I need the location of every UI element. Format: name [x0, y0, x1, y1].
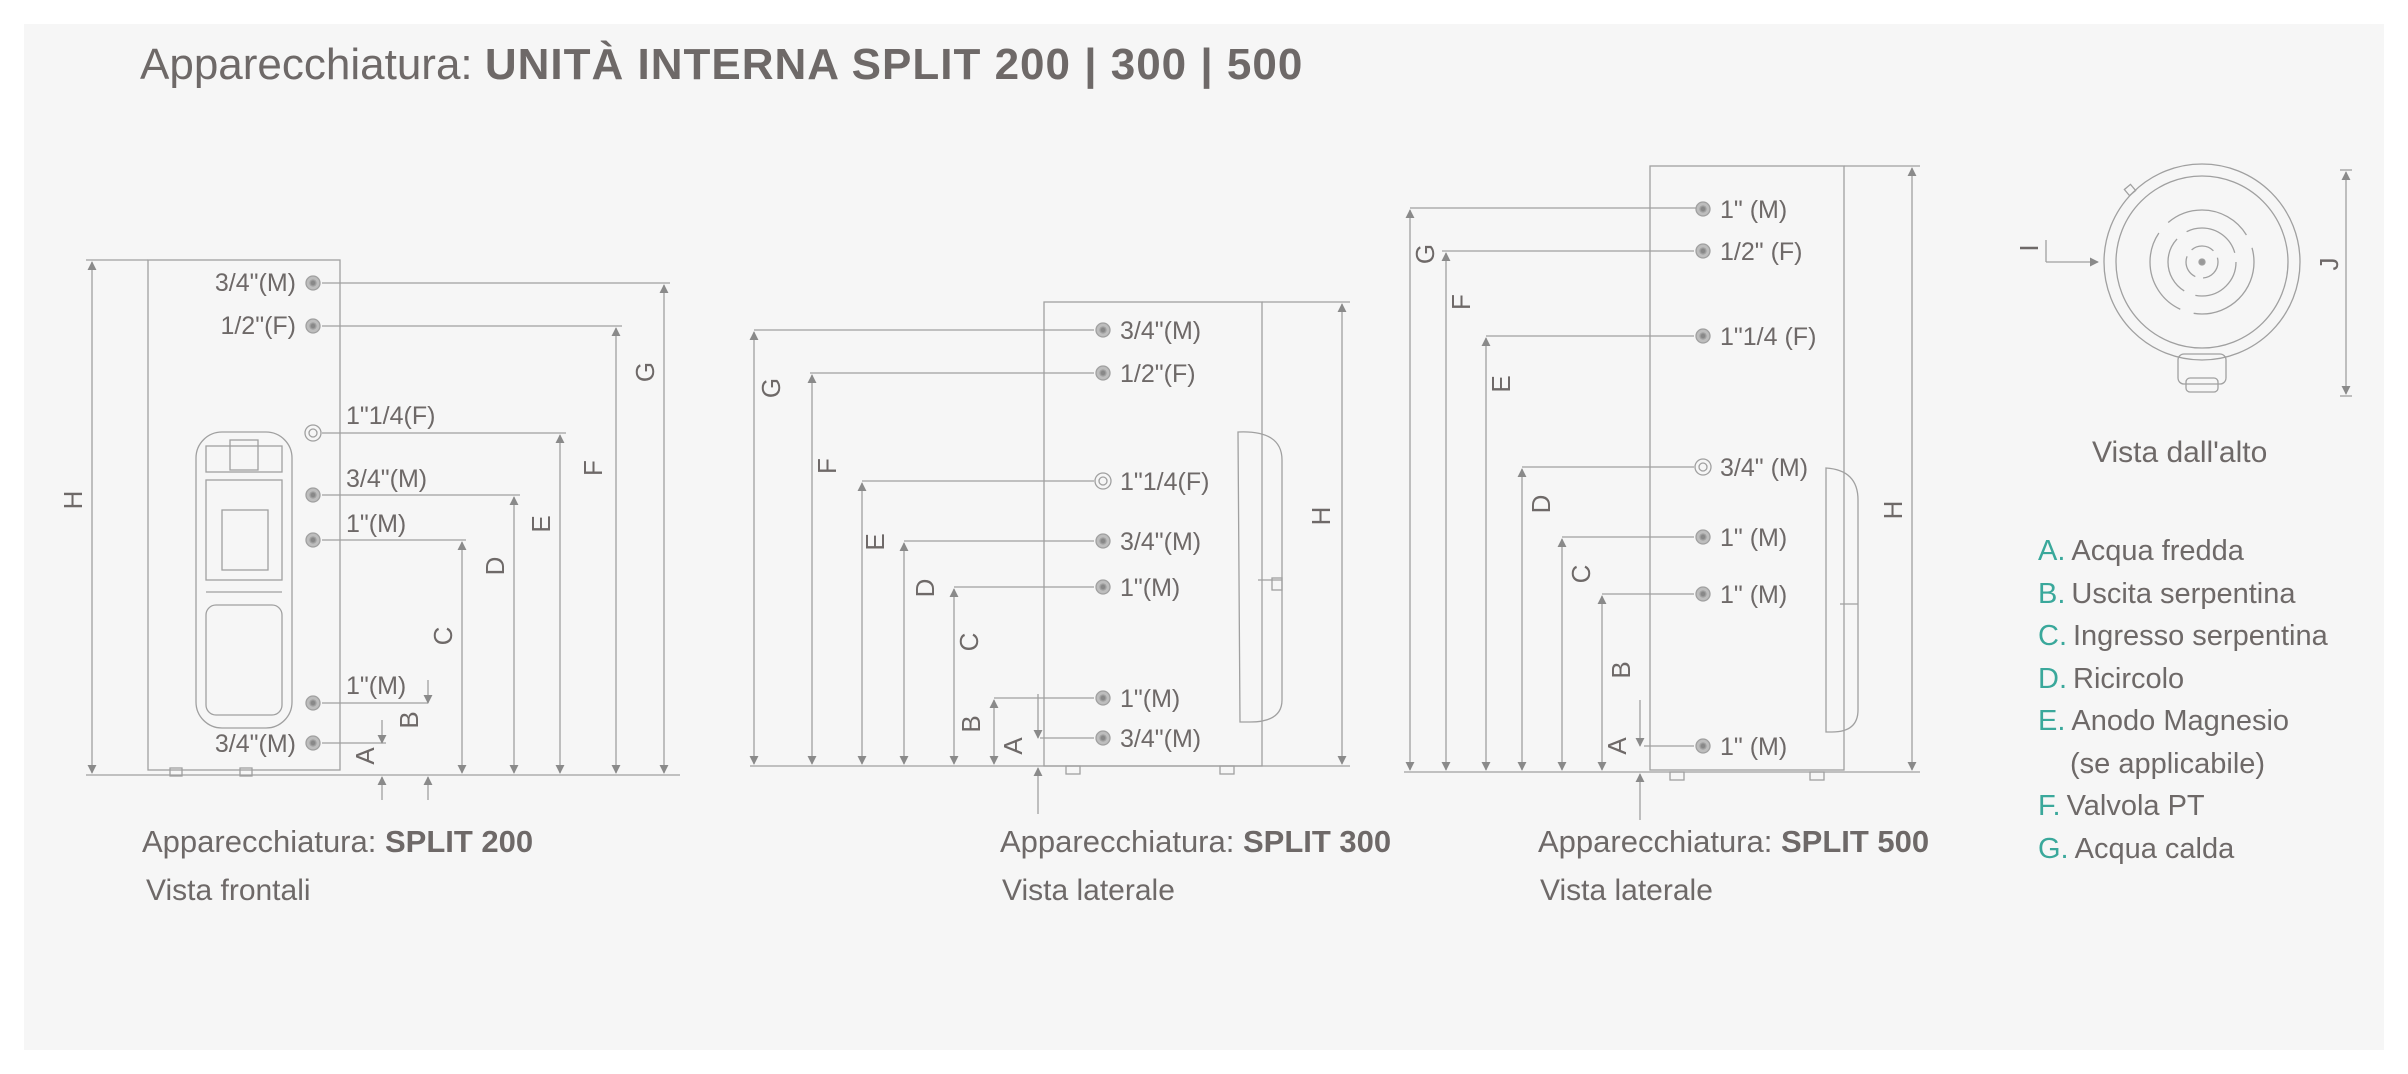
- s200-label-3: 3/4"(M): [346, 465, 427, 493]
- dim-letter-b-500: B: [1606, 661, 1636, 678]
- dim-letter-a-300: A: [998, 737, 1028, 755]
- dim-letter-g-500: G: [1410, 244, 1440, 264]
- s300-label-5: 1"(M): [1120, 685, 1180, 713]
- s500-label-1: 1/2" (F): [1720, 238, 1803, 266]
- title-prefix: Apparecchiatura:: [140, 40, 485, 89]
- split200-view: Vista frontali: [146, 874, 311, 907]
- dim-letter-e-500: E: [1486, 375, 1516, 392]
- legend-item-e-note: (se applicabile): [2038, 743, 2328, 786]
- dim-letter-d-200: D: [480, 557, 510, 576]
- split300-caption-model: SPLIT 300: [1242, 824, 1392, 859]
- split300-drawing: [749, 301, 1350, 814]
- split500-view: Vista laterale: [1540, 874, 1713, 907]
- s500-label-6: 1" (M): [1720, 733, 1787, 761]
- dim-letter-c-300: C: [954, 633, 984, 652]
- dim-letter-a-500: A: [1602, 737, 1632, 755]
- top-view-caption: Vista dall'alto: [2092, 436, 2268, 469]
- legend-item-a: A. Acqua fredda: [2038, 530, 2328, 573]
- s300-label-3: 3/4"(M): [1120, 528, 1201, 556]
- legend-letter: B.: [2038, 577, 2066, 610]
- legend-text: Valvola PT: [2066, 790, 2205, 822]
- legend-text: Acqua calda: [2074, 832, 2235, 865]
- dim-letter-h-500: H: [1878, 501, 1908, 520]
- legend-letter: E.: [2038, 705, 2066, 737]
- s300-label-4: 1"(M): [1120, 574, 1180, 602]
- dim-letter-h-200: H: [58, 491, 88, 510]
- legend-item-f: F. Valvola PT: [2038, 785, 2328, 828]
- title-model: UNITÀ INTERNA SPLIT 200 | 300 | 500: [484, 40, 1304, 89]
- s300-label-2: 1"1/4(F): [1120, 468, 1209, 496]
- legend-letter: D.: [2038, 662, 2067, 695]
- dim-letter-e-200: E: [526, 515, 556, 532]
- split500-drawing: [1404, 165, 1920, 820]
- s300-label-0: 3/4"(M): [1120, 317, 1201, 345]
- s300-label-6: 3/4"(M): [1120, 725, 1201, 753]
- legend-item-c: C. Ingresso serpentina: [2038, 615, 2328, 658]
- s200-label-4: 1"(M): [346, 510, 406, 538]
- s500-label-2: 1"1/4 (F): [1720, 323, 1816, 351]
- dim-letter-f-200: F: [578, 460, 608, 476]
- split200-control-panel: [195, 431, 293, 729]
- dim-letter-c-500: C: [1566, 565, 1596, 584]
- s200-label-1: 1/2"(F): [220, 312, 296, 340]
- dim-letter-i-top: I: [2014, 244, 2044, 251]
- page-title: Apparecchiatura: UNITÀ INTERNA SPLIT 200…: [140, 40, 1303, 90]
- split300-view: Vista laterale: [1002, 874, 1175, 907]
- legend-item-b: B. Uscita serpentina: [2038, 573, 2328, 616]
- dim-letter-d-500: D: [1526, 495, 1556, 514]
- split200-drawing: [86, 259, 680, 800]
- diagram-panel: [24, 24, 2384, 1050]
- s200-label-5: 1"(M): [346, 672, 406, 700]
- legend-text: Acqua fredda: [2071, 535, 2244, 567]
- s500-label-0: 1" (M): [1720, 196, 1787, 224]
- legend-letter: C.: [2038, 620, 2067, 652]
- split500-caption-model: SPLIT 500: [1780, 824, 1930, 859]
- split500-caption-prefix: Apparecchiatura:: [1538, 824, 1781, 859]
- s500-label-5: 1" (M): [1720, 581, 1787, 609]
- legend-letter: F.: [2038, 790, 2061, 822]
- legend-item-g: G. Acqua calda: [2038, 828, 2328, 871]
- legend-text: Anodo Magnesio: [2071, 705, 2290, 737]
- dim-letter-a-200: A: [350, 747, 380, 765]
- split200-caption-prefix: Apparecchiatura:: [142, 824, 385, 859]
- dim-letter-h-300: H: [1306, 507, 1336, 526]
- s500-label-4: 1" (M): [1720, 524, 1787, 552]
- dim-letter-g-200: G: [630, 362, 660, 382]
- dim-letter-j-top: J: [2314, 258, 2344, 271]
- split300-caption-prefix: Apparecchiatura:: [1000, 824, 1243, 859]
- legend-text: Ricircolo: [2073, 662, 2185, 695]
- dim-letter-c-200: C: [428, 627, 458, 646]
- legend-text: Uscita serpentina: [2071, 577, 2296, 610]
- s300-label-1: 1/2"(F): [1120, 360, 1196, 388]
- dim-letter-f-500: F: [1446, 294, 1476, 310]
- legend: A. Acqua fredda B. Uscita serpentina C. Ing…: [2038, 530, 2328, 870]
- legend-item-d: D. Ricircolo: [2038, 658, 2328, 701]
- split300-caption: Apparecchiatura: SPLIT 300: [1000, 824, 1391, 860]
- dim-letter-g-300: G: [756, 378, 786, 398]
- dim-letter-f-300: F: [812, 458, 842, 474]
- legend-letter: G.: [2038, 832, 2069, 865]
- legend-item-e: E. Anodo Magnesio: [2038, 700, 2328, 743]
- s200-label-2: 1"1/4(F): [346, 402, 435, 430]
- top-view-drawing: [2045, 163, 2352, 397]
- split200-caption-model: SPLIT 200: [384, 824, 534, 859]
- s200-label-0: 3/4"(M): [215, 269, 296, 297]
- legend-text: Ingresso serpentina: [2073, 620, 2328, 652]
- s500-label-3: 3/4" (M): [1720, 454, 1808, 482]
- split200-caption: Apparecchiatura: SPLIT 200: [142, 824, 533, 860]
- split200-body: [147, 259, 341, 771]
- s200-label-6: 3/4"(M): [215, 730, 296, 758]
- split500-body: [1649, 165, 1845, 771]
- legend-text: (se applicabile): [2070, 747, 2266, 780]
- dim-letter-e-300: E: [860, 533, 890, 550]
- dim-letter-d-300: D: [910, 579, 940, 598]
- legend-letter: A.: [2038, 535, 2066, 567]
- dim-letter-b-200: B: [394, 711, 424, 728]
- split500-caption: Apparecchiatura: SPLIT 500: [1538, 824, 1929, 860]
- dim-letter-b-300: B: [956, 715, 986, 732]
